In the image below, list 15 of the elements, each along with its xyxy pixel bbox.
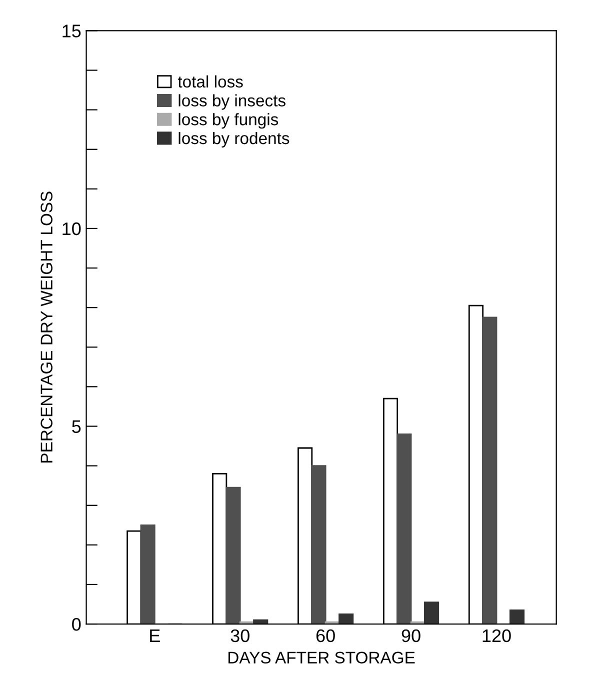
y-axis-title: PERCENTAGE DRY WEIGHT LOSS [40,192,52,462]
x-tick-label: E [150,630,160,642]
y-tick-label: 5 [72,420,81,433]
y-tick-label: 10 [62,222,81,236]
x-axis-title: DAYS AFTER STORAGE [228,652,415,664]
legend-label: total loss [178,75,243,88]
x-tick-label: 90 [402,629,420,642]
legend-label: loss by insects [178,94,286,110]
legend-label: loss by rodents [178,132,290,148]
y-tick-label: 15 [62,24,81,38]
x-tick-label: 30 [230,629,250,642]
x-tick-label: 120 [482,629,511,642]
y-tick-label: 0 [72,618,81,631]
legend-label: loss by fungis [178,113,278,129]
x-tick-label: 60 [316,629,335,642]
